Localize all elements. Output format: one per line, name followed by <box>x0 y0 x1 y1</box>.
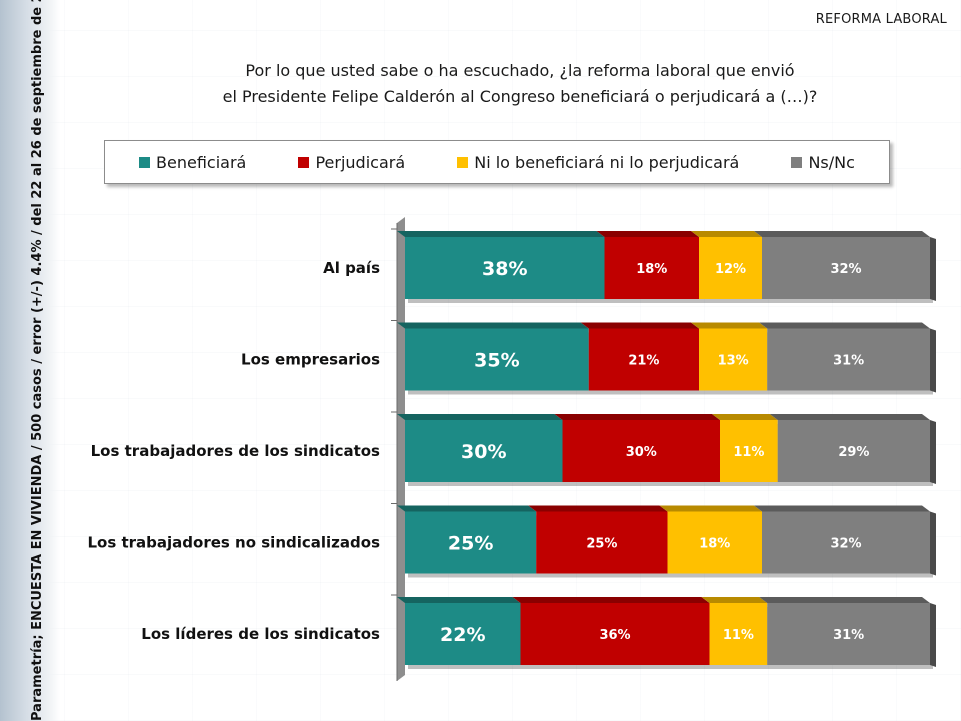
category-label-2: Los empresarios <box>241 351 380 369</box>
side-strip: Parametría; ENCUESTA EN VIVIENDA / 500 c… <box>0 0 60 721</box>
legend-label-4: Ns/Nc <box>808 152 855 172</box>
bar-segment-1-4 <box>762 237 930 299</box>
bar-end-cap-2 <box>930 328 936 393</box>
bar-segment-2-2 <box>588 328 699 391</box>
value-label-4-2: 25% <box>586 537 617 552</box>
bar-segment-1-1 <box>405 237 605 299</box>
bar-top-2-3 <box>691 322 768 329</box>
bar-segment-5-2 <box>520 603 710 665</box>
value-label-1-3: 12% <box>715 262 746 277</box>
value-label-2-2: 21% <box>628 354 659 369</box>
bar-segment-4-3 <box>667 511 762 574</box>
chart-legend: Beneficiará Perjudicará Ni lo beneficiará … <box>104 140 890 184</box>
legend-swatch-4 <box>791 156 803 168</box>
bar-segment-4-1 <box>405 511 537 574</box>
bar-end-cap-5 <box>930 603 936 667</box>
bar-end-cap-4 <box>930 511 936 576</box>
legend-item-3: Ni lo beneficiará ni lo perjudicará <box>457 153 739 172</box>
value-label-5-1: 22% <box>440 624 485 646</box>
section-label: REFORMA LABORAL <box>815 12 947 27</box>
bar-top-4-2 <box>528 505 668 512</box>
value-label-1-4: 32% <box>830 262 861 277</box>
bar-top-1-2 <box>596 231 699 237</box>
value-label-5-4: 31% <box>833 628 864 643</box>
bar-top-5-3 <box>701 597 768 603</box>
bar-top-2-1 <box>397 322 589 329</box>
bar-end-cap-3 <box>930 420 936 484</box>
legend-label-3: Ni lo beneficiará ni lo perjudicará <box>474 152 740 172</box>
bar-top-4-4 <box>754 505 930 512</box>
value-label-3-2: 30% <box>626 445 657 460</box>
bar-top-3-3 <box>712 414 778 420</box>
question-line-2: el Presidente Felipe Calderón al Congres… <box>222 87 818 106</box>
bar-top-2-2 <box>580 322 699 329</box>
bar-top-5-1 <box>397 597 521 603</box>
value-label-2-1: 35% <box>474 350 519 372</box>
bar-top-1-1 <box>397 231 605 237</box>
question-line-1: Por lo que usted sabe o ha escuchado, ¿l… <box>245 61 795 80</box>
bar-top-3-1 <box>397 414 563 420</box>
bar-segment-2-4 <box>767 328 930 391</box>
bar-segment-1-3 <box>699 237 762 299</box>
value-label-4-1: 25% <box>448 533 493 555</box>
bar-segment-5-3 <box>709 603 768 665</box>
value-label-2-3: 13% <box>718 354 749 369</box>
legend-item-1: Beneficiará <box>139 153 246 172</box>
value-label-5-2: 36% <box>599 628 630 643</box>
bar-top-3-2 <box>554 414 720 420</box>
category-label-5: Los líderes de los sindicatos <box>141 625 380 643</box>
legend-item-2: Perjudicará <box>298 153 405 172</box>
value-label-4-4: 32% <box>830 537 861 552</box>
legend-label-1: Beneficiará <box>156 152 247 172</box>
bar-top-3-4 <box>769 414 930 420</box>
bar-end-cap-1 <box>930 237 936 301</box>
category-label-4: Los trabajadores no sindicalizados <box>87 534 380 552</box>
bar-segment-2-1 <box>405 328 589 391</box>
value-label-3-4: 29% <box>838 445 869 460</box>
bar-segment-3-1 <box>405 420 563 482</box>
legend-swatch-2 <box>298 156 310 168</box>
bar-segment-5-1 <box>405 603 521 665</box>
bar-top-5-2 <box>512 597 710 603</box>
bar-segment-1-2 <box>604 237 699 299</box>
axis-wall <box>397 217 405 681</box>
value-label-3-3: 11% <box>733 445 764 460</box>
bar-segment-3-3 <box>720 420 778 482</box>
bar-segment-4-2 <box>536 511 668 574</box>
bar-segment-4-4 <box>762 511 930 574</box>
category-label-1: Al país <box>323 259 380 277</box>
value-label-1-1: 38% <box>482 258 527 280</box>
bar-segment-3-2 <box>562 420 720 482</box>
question-title: Por lo que usted sabe o ha escuchado, ¿l… <box>120 58 920 110</box>
value-label-3-1: 30% <box>461 441 506 463</box>
value-label-1-2: 18% <box>636 262 667 277</box>
value-label-2-4: 31% <box>833 354 864 369</box>
bar-segment-2-3 <box>699 328 768 391</box>
bar-top-5-4 <box>759 597 930 603</box>
value-label-5-3: 11% <box>723 628 754 643</box>
value-label-4-3: 18% <box>699 537 730 552</box>
legend-swatch-3 <box>457 156 469 168</box>
legend-item-4: Ns/Nc <box>791 152 855 172</box>
category-label-3: Los trabajadores de los sindicatos <box>91 442 380 460</box>
bar-top-4-3 <box>659 505 762 512</box>
bar-segment-5-4 <box>767 603 930 665</box>
legend-label-2: Perjudicará <box>315 152 406 172</box>
bar-top-1-4 <box>754 231 930 237</box>
bar-top-4-1 <box>397 505 537 512</box>
bar-top-1-3 <box>691 231 762 237</box>
bar-top-2-4 <box>759 322 930 329</box>
legend-swatch-1 <box>139 156 151 168</box>
bar-segment-3-4 <box>777 420 930 482</box>
